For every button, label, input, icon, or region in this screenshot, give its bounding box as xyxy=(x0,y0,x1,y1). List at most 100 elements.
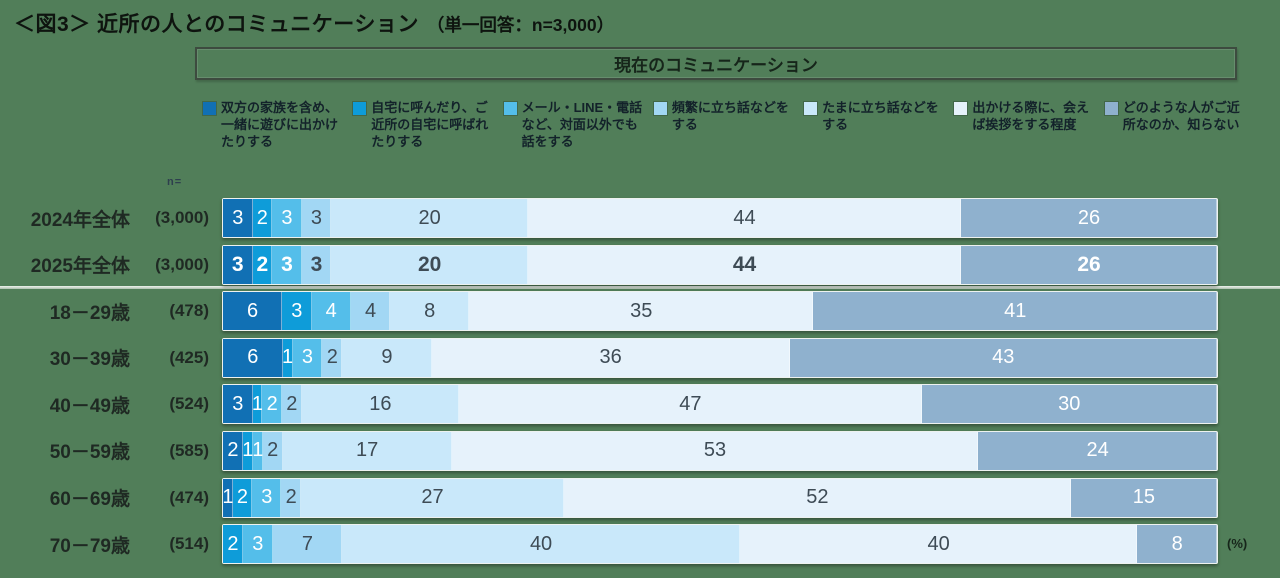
bar-value: 2 xyxy=(286,392,298,415)
bar-value: 20 xyxy=(417,252,442,276)
legend-item-6: どのような人がご近所なのか、知らない xyxy=(1104,100,1255,151)
row-n-count: (3,000) xyxy=(155,254,209,274)
stacked-bar: 6 3 4 4 8 35 41 xyxy=(222,291,1218,332)
bar-value: 3 xyxy=(301,346,314,369)
bar-value: 2 xyxy=(266,392,278,415)
bar-value: 2 xyxy=(227,532,239,555)
bar-segment: 20 xyxy=(331,245,529,284)
bar-segment: 2 xyxy=(282,385,302,424)
bar-value: 3 xyxy=(261,486,273,509)
bar-value: 3 xyxy=(232,392,244,415)
bar-segment: 2 xyxy=(223,525,243,564)
bar-segment: 40 xyxy=(342,525,740,564)
bar-segment: 8 xyxy=(390,292,469,331)
stacked-bar: 3 1 2 2 16 47 30 xyxy=(222,384,1218,425)
bar-value: 52 xyxy=(806,486,829,509)
chart-row: 30－39歳 (425) 6 1 3 2 9 36 43 xyxy=(0,337,1280,378)
legend-item-label: 頻繁に立ち話などをする xyxy=(671,100,789,132)
row-label: 2024年全体 (3,000) xyxy=(0,205,222,232)
chart-row: 60－69歳 (474) 1 2 3 2 27 52 15 xyxy=(0,477,1280,518)
bar-segment: 1 xyxy=(222,478,233,517)
legend-item-4: たまに立ち話などをする xyxy=(804,100,954,151)
row-n-count: (478) xyxy=(169,301,209,321)
row-label: 2025年全体 (3,000) xyxy=(0,251,222,278)
bar-value: 1 xyxy=(242,439,254,462)
bar-value: 44 xyxy=(733,206,756,229)
bar-value: 36 xyxy=(599,346,622,369)
row-n-count: (474) xyxy=(169,487,209,507)
section-header-box: 現在のコミュニケーション xyxy=(195,47,1237,80)
bar-value: 3 xyxy=(310,206,323,229)
row-n-count: (514) xyxy=(169,534,209,554)
row-n-count: (524) xyxy=(169,394,209,414)
legend-item-0: 双方の家族を含め、一緒に遊びに出かけたりする xyxy=(203,100,353,151)
stacked-bar: 2 1 1 2 17 53 24 xyxy=(222,430,1218,471)
row-category-label: 40－49歳 xyxy=(49,395,130,417)
row-n-count: (425) xyxy=(169,347,209,367)
bar-value: 17 xyxy=(355,439,379,462)
row-n-count: (3,000) xyxy=(155,208,209,227)
row-category-label: 30－39歳 xyxy=(49,349,130,371)
bar-segment: 2 xyxy=(232,478,253,517)
bar-segment: 24 xyxy=(978,431,1217,470)
bar-value: 3 xyxy=(252,532,264,555)
bar-segment: 8 xyxy=(1137,525,1217,564)
bar-value: 8 xyxy=(424,299,436,322)
legend-item-label: たまに立ち話などをする xyxy=(822,100,939,132)
stacked-bar: 1 2 3 2 27 52 15 xyxy=(222,477,1218,518)
row-label: 40－49歳 (524) xyxy=(0,391,222,418)
chart-row: 40－49歳 (524) 3 1 2 2 16 47 30 xyxy=(0,384,1280,425)
bar-value: 2 xyxy=(227,439,239,462)
legend-item-label: どのような人がご近所なのか、知らない xyxy=(1122,100,1240,132)
bar-segment: 27 xyxy=(300,478,565,517)
legend: 双方の家族を含め、一緒に遊びに出かけたりする 自宅に呼んだり、ご近所の自宅に呼ばれ… xyxy=(203,100,1255,151)
chart-row: 50－59歳 (585) 2 1 1 2 17 53 24 xyxy=(0,430,1280,471)
bar-segment: 3 xyxy=(252,478,282,517)
bar-value: 2 xyxy=(285,486,297,509)
legend-item-label: メール・LINE・電話など、対面以外でも話をする xyxy=(521,100,643,149)
row-category-label: 50－59歳 xyxy=(49,442,130,464)
bar-segment: 6 xyxy=(223,292,283,331)
legend-item-label: 自宅に呼んだり、ご近所の自宅に呼ばれたりする xyxy=(371,100,489,149)
bar-segment: 2 xyxy=(223,431,243,470)
bar-value: 8 xyxy=(1171,532,1183,555)
bar-segment: 3 xyxy=(223,245,253,284)
bar-value: 26 xyxy=(1077,206,1101,229)
bar-value: 1 xyxy=(252,439,264,462)
bar-segment: 2 xyxy=(262,385,283,424)
chart-rows: 2024年全体 (3,000) 3 2 3 3 20 44 26 2025年全体 (3,000) 3 2… xyxy=(0,198,1280,572)
legend-item-1: 自宅に呼んだり、ご近所の自宅に呼ばれたりする xyxy=(353,100,503,151)
bar-value: 3 xyxy=(281,206,293,229)
bar-value: 7 xyxy=(301,532,314,555)
bar-segment: 35 xyxy=(469,292,814,331)
bar-value: 2 xyxy=(256,252,269,276)
bar-value: 26 xyxy=(1077,252,1101,276)
legend-item-label: 双方の家族を含め、一緒に遊びに出かけたりする xyxy=(221,100,339,149)
figure-title: ＜図3＞ 近所の人とのコミュニケーション xyxy=(14,13,419,36)
bar-value: 35 xyxy=(630,299,653,322)
bar-segment: 44 xyxy=(528,245,962,284)
bar-segment: 1 xyxy=(252,431,264,470)
row-category-label: 2025年全体 xyxy=(30,256,130,278)
section-header-label: 現在のコミュニケーション xyxy=(614,56,818,75)
bar-value: 3 xyxy=(232,206,244,229)
legend-item-2: メール・LINE・電話など、対面以外でも話をする xyxy=(503,100,654,151)
bar-value: 24 xyxy=(1086,439,1109,462)
bar-value: 3 xyxy=(231,252,244,276)
bar-segment: 3 xyxy=(301,199,332,237)
stacked-bar: 3 2 3 3 20 44 26 xyxy=(222,244,1218,285)
legend-swatch-icon xyxy=(203,102,216,115)
bar-segment: 3 xyxy=(272,199,302,237)
bar-segment: 20 xyxy=(331,199,529,237)
bar-segment: 26 xyxy=(961,199,1217,237)
total-vs-age-divider xyxy=(0,286,1280,290)
figure-subtitle: （単一回答：n=3,000） xyxy=(426,15,615,35)
row-label: 30－39歳 (425) xyxy=(0,344,222,371)
bar-segment: 1 xyxy=(282,338,293,377)
bar-value: 3 xyxy=(281,252,293,276)
bar-value: 16 xyxy=(369,392,392,415)
bar-value: 47 xyxy=(679,392,702,415)
bar-segment: 9 xyxy=(342,338,432,377)
chart-row: 70－79歳 (514) 2 3 7 40 40 8 xyxy=(0,524,1280,565)
